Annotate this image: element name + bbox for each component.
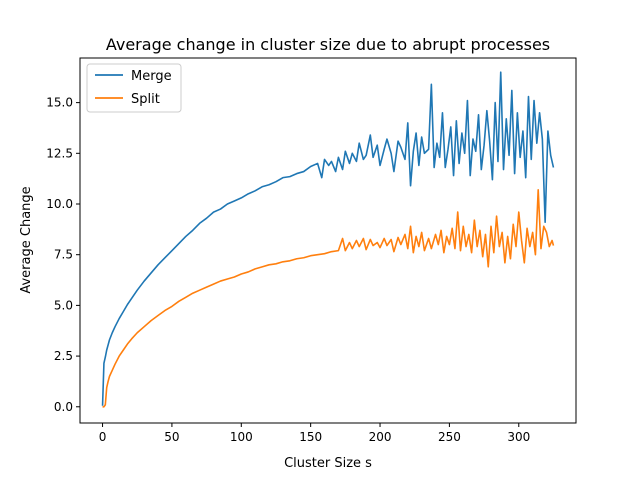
- legend-split-label: Split: [131, 92, 160, 107]
- y-tick-label: 7.5: [54, 248, 73, 262]
- x-tick-label: 250: [438, 430, 461, 444]
- y-tick-label: 10.0: [46, 197, 73, 211]
- y-axis-label: Average Change: [19, 186, 34, 293]
- plot-frame: [79, 57, 577, 424]
- chart-title: Average change in cluster size due to ab…: [106, 35, 550, 54]
- series-layer: [101, 71, 555, 408]
- legend: Merge Split: [86, 63, 182, 113]
- x-tick-label: 100: [230, 430, 253, 444]
- y-tick-label: 15.0: [46, 96, 73, 110]
- x-tick-label: 200: [369, 430, 392, 444]
- legend-merge-label: Merge: [131, 69, 172, 84]
- y-tick-label: 0.0: [54, 400, 73, 414]
- x-axis-label: Cluster Size s: [284, 456, 372, 471]
- x-tick-label: 300: [507, 430, 530, 444]
- x-tick-label: 0: [99, 430, 107, 444]
- y-tick-label: 2.5: [54, 349, 73, 363]
- series-line-merge: [101, 71, 555, 406]
- y-tick-label: 5.0: [54, 298, 73, 312]
- y-axis-ticks: 0.0 2.5 5.0 7.5 10.0 12.5 15.0: [46, 96, 80, 414]
- legend-box: [86, 63, 182, 113]
- y-tick-label: 12.5: [46, 146, 73, 160]
- x-tick-label: 150: [299, 430, 322, 444]
- x-tick-label: 50: [164, 430, 179, 444]
- x-axis-ticks: 0 50 100 150 200 250 300: [99, 423, 530, 444]
- series-line-split: [102, 189, 555, 408]
- plot-area: [80, 58, 576, 423]
